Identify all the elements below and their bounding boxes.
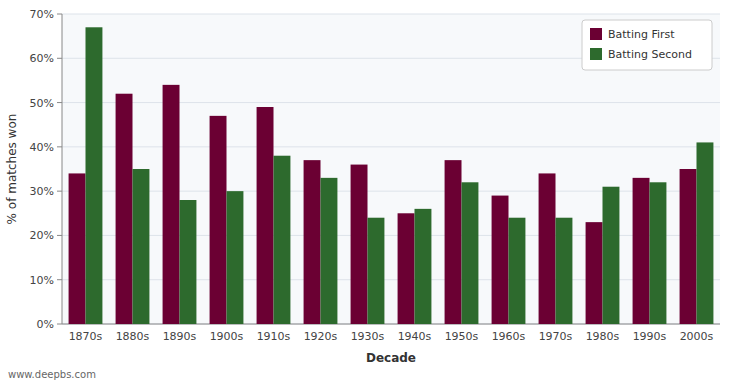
- x-tick-label: 1880s: [116, 330, 150, 343]
- y-tick: [57, 324, 62, 325]
- bar: [351, 165, 368, 324]
- x-axis-label: Decade: [366, 351, 416, 365]
- bar: [415, 209, 432, 324]
- bar: [462, 182, 479, 324]
- bar: [180, 200, 197, 324]
- y-tick: [57, 235, 62, 236]
- x-tick-label: 1940s: [398, 330, 432, 343]
- grid: [62, 14, 720, 324]
- y-tick: [57, 191, 62, 192]
- bar: [274, 156, 291, 324]
- chart: 0% 10% 20% 30% 40% 50% 60% 70% 1870s 1880s 1890s 19…: [0, 0, 734, 386]
- bar: [492, 196, 509, 324]
- bars: [69, 27, 714, 324]
- x-tick-label: 1920s: [304, 330, 338, 343]
- y-axis-line: [62, 14, 63, 324]
- legend: Batting First Batting Second: [582, 20, 712, 70]
- y-tick-label: 60%: [30, 52, 54, 65]
- grid-line: [62, 146, 720, 147]
- x-tick-label: 2000s: [680, 330, 714, 343]
- y-tick: [57, 102, 62, 103]
- bar: [445, 160, 462, 324]
- legend-swatch: [590, 48, 602, 60]
- bar: [163, 85, 180, 324]
- x-tick-label: 1950s: [445, 330, 479, 343]
- bar: [69, 173, 86, 324]
- x-tick-label: 1900s: [210, 330, 244, 343]
- x-tick-label: 1890s: [163, 330, 197, 343]
- axes: 0% 10% 20% 30% 40% 50% 60% 70% 1870s 1880s 1890s 19…: [30, 8, 720, 343]
- bar: [257, 107, 274, 324]
- bar: [321, 178, 338, 324]
- bar: [86, 27, 103, 324]
- bar: [556, 218, 573, 324]
- bar: [116, 94, 133, 324]
- grid-line: [62, 191, 720, 192]
- y-tick-label: 40%: [30, 141, 54, 154]
- x-tick-label: 1990s: [633, 330, 667, 343]
- x-tick-label: 1910s: [257, 330, 291, 343]
- x-axis-line: [62, 324, 720, 325]
- y-tick: [57, 14, 62, 15]
- x-tick-label: 1870s: [69, 330, 103, 343]
- y-tick-label: 70%: [30, 8, 54, 21]
- legend-box: [582, 20, 712, 70]
- y-tick-label: 50%: [30, 97, 54, 110]
- x-tick-label: 1980s: [586, 330, 620, 343]
- bar: [133, 169, 150, 324]
- bar: [304, 160, 321, 324]
- annotation: www.deepbs.com: [8, 369, 96, 380]
- y-tick: [57, 279, 62, 280]
- y-tick-label: 20%: [30, 229, 54, 242]
- bar: [680, 169, 697, 324]
- grid-line: [62, 279, 720, 280]
- bar: [633, 178, 650, 324]
- y-tick-label: 0%: [37, 318, 54, 331]
- bar: [603, 187, 620, 324]
- y-axis-label: % of matches won: [5, 114, 19, 225]
- grid-line: [62, 235, 720, 236]
- x-tick-label: 1960s: [492, 330, 526, 343]
- x-tick-label: 1970s: [539, 330, 573, 343]
- plot-background: [62, 14, 720, 324]
- chart-container: 0% 10% 20% 30% 40% 50% 60% 70% 1870s 1880s 1890s 19…: [0, 0, 734, 386]
- y-tick: [57, 146, 62, 147]
- grid-line: [62, 102, 720, 103]
- bar: [210, 116, 227, 324]
- bar: [509, 218, 526, 324]
- x-tick-label: 1930s: [351, 330, 385, 343]
- bar: [368, 218, 385, 324]
- bar: [398, 213, 415, 324]
- legend-label: Batting Second: [608, 48, 692, 61]
- y-tick: [57, 58, 62, 59]
- bar: [586, 222, 603, 324]
- y-tick-label: 30%: [30, 185, 54, 198]
- grid-line: [62, 324, 720, 325]
- legend-swatch: [590, 28, 602, 40]
- legend-label: Batting First: [608, 28, 675, 41]
- bar: [539, 173, 556, 324]
- bar: [227, 191, 244, 324]
- bar: [650, 182, 667, 324]
- bar: [697, 142, 714, 324]
- y-tick-label: 10%: [30, 274, 54, 287]
- grid-line: [62, 14, 720, 15]
